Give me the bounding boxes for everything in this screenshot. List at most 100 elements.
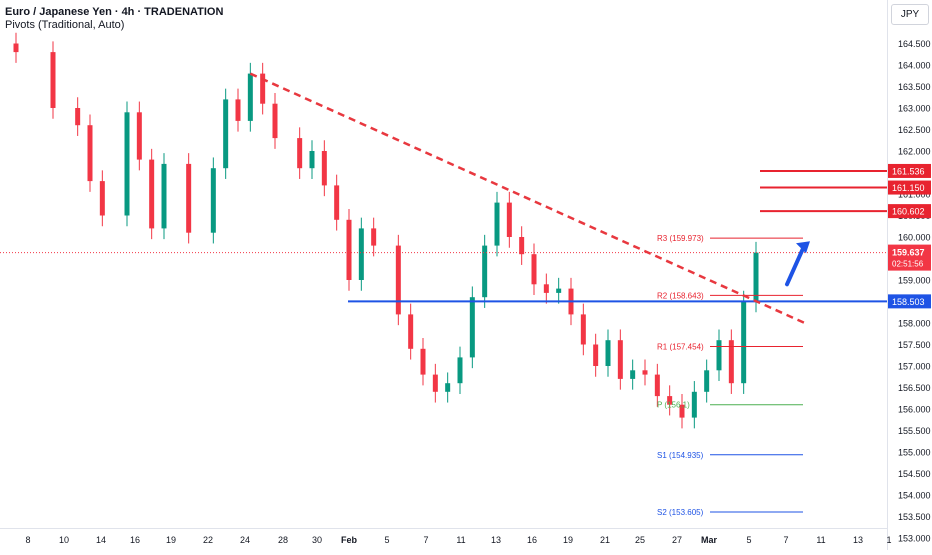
x-tick-label: 21 <box>600 535 610 545</box>
price-scale-bg <box>887 0 932 550</box>
resistance-price-tag <box>888 180 931 195</box>
forecast-arrow-head <box>796 241 810 254</box>
candle-body <box>667 396 673 405</box>
pivot-label: R1 (157.454) <box>657 342 704 351</box>
candle-body <box>161 163 167 229</box>
candle-body <box>630 370 636 379</box>
candle-body <box>358 228 364 280</box>
candle-body <box>457 357 463 384</box>
resistance-price-label: 161.536 <box>892 166 925 176</box>
candle-body <box>482 245 488 298</box>
candle-body <box>371 228 377 246</box>
candle-body <box>186 163 192 233</box>
x-tick-label: 30 <box>312 535 322 545</box>
x-tick-label: 11 <box>456 535 465 545</box>
pivot-label: S2 (153.605) <box>657 508 704 517</box>
candle-body <box>408 314 414 349</box>
y-tick-label: 164.500 <box>898 39 931 49</box>
x-tick-label: 5 <box>384 535 389 545</box>
x-tick-label: 10 <box>59 535 69 545</box>
x-tick-label: 16 <box>130 535 140 545</box>
resistance-price-tag <box>888 204 931 219</box>
y-tick-label: 164.000 <box>898 61 931 71</box>
candle-body <box>149 159 155 229</box>
x-tick-label: 13 <box>491 535 501 545</box>
candle-body <box>334 185 340 220</box>
candle-body <box>580 314 586 345</box>
candle-body <box>13 43 19 53</box>
candle-body <box>494 202 500 246</box>
y-tick-label: 163.000 <box>898 104 931 114</box>
x-tick-label: 1 <box>886 535 891 545</box>
symbol-title[interactable]: Euro / Japanese Yen · 4h · TRADENATION <box>5 6 224 18</box>
candle-body <box>247 73 253 121</box>
candle-body <box>753 252 759 302</box>
candle-body <box>728 340 734 384</box>
candle-body <box>346 219 352 280</box>
candle-body <box>75 108 81 126</box>
candle-body <box>87 125 93 182</box>
x-tick-label: 25 <box>635 535 645 545</box>
y-tick-label: 159.000 <box>898 276 931 286</box>
x-tick-label: 5 <box>746 535 751 545</box>
candle-body <box>469 297 475 358</box>
y-tick-label: 156.500 <box>898 383 931 393</box>
support-price-label: 158.503 <box>892 297 925 307</box>
candle-body <box>741 301 747 384</box>
candle-body <box>654 374 660 397</box>
y-tick-label: 156.000 <box>898 405 931 415</box>
candle-body <box>531 254 537 285</box>
candle-body <box>223 99 229 169</box>
y-tick-label: 163.500 <box>898 82 931 92</box>
pivot-label: R2 (158.643) <box>657 291 704 300</box>
y-tick-label: 162.000 <box>898 147 931 157</box>
candle-body <box>704 370 710 392</box>
x-tick-label: 11 <box>816 535 825 545</box>
candle-body <box>716 340 722 371</box>
last-price-label: 159.637 <box>892 248 925 258</box>
candle-body <box>210 168 216 233</box>
y-tick-label: 153.500 <box>898 512 931 522</box>
downtrend-line <box>249 72 806 325</box>
candle-body <box>50 52 56 108</box>
y-tick-label: 153.000 <box>898 534 931 544</box>
candle-body <box>235 99 241 121</box>
x-tick-label: 28 <box>278 535 288 545</box>
resistance-price-tag <box>888 163 931 178</box>
candle-body <box>309 151 315 169</box>
candle-body <box>605 340 611 366</box>
y-tick-label: 154.500 <box>898 469 931 479</box>
pivot-label: P (156.1) <box>657 401 690 410</box>
y-tick-label: 154.000 <box>898 491 931 501</box>
candle-body <box>432 374 438 392</box>
countdown-label: 02:51:56 <box>892 260 924 269</box>
pivot-label: R3 (159.973) <box>657 234 704 243</box>
currency-button[interactable]: JPY <box>891 4 929 25</box>
x-tick-label: 24 <box>240 535 250 545</box>
y-tick-label: 157.500 <box>898 340 931 350</box>
candle-body <box>679 404 685 418</box>
x-tick-label: 14 <box>96 535 106 545</box>
x-tick-label: 8 <box>25 535 30 545</box>
x-tick-label: 19 <box>166 535 176 545</box>
candle-body <box>445 383 451 392</box>
candle-body <box>99 181 105 216</box>
y-tick-label: 162.500 <box>898 125 931 135</box>
y-tick-label: 157.000 <box>898 362 931 372</box>
candle-body <box>519 237 525 255</box>
x-tick-label: 7 <box>423 535 428 545</box>
y-tick-label: 158.000 <box>898 319 931 329</box>
y-tick-label: 155.500 <box>898 426 931 436</box>
indicator-label[interactable]: Pivots (Traditional, Auto) <box>5 19 125 31</box>
x-tick-label: 13 <box>853 535 863 545</box>
x-tick-label: 22 <box>203 535 213 545</box>
last-price-tag <box>888 244 931 271</box>
candle-body <box>272 103 278 139</box>
x-tick-label: 19 <box>563 535 573 545</box>
candle-body <box>124 112 130 216</box>
forecast-arrow-shaft <box>785 244 806 287</box>
candle-body <box>617 340 623 379</box>
candle-body <box>321 151 327 186</box>
